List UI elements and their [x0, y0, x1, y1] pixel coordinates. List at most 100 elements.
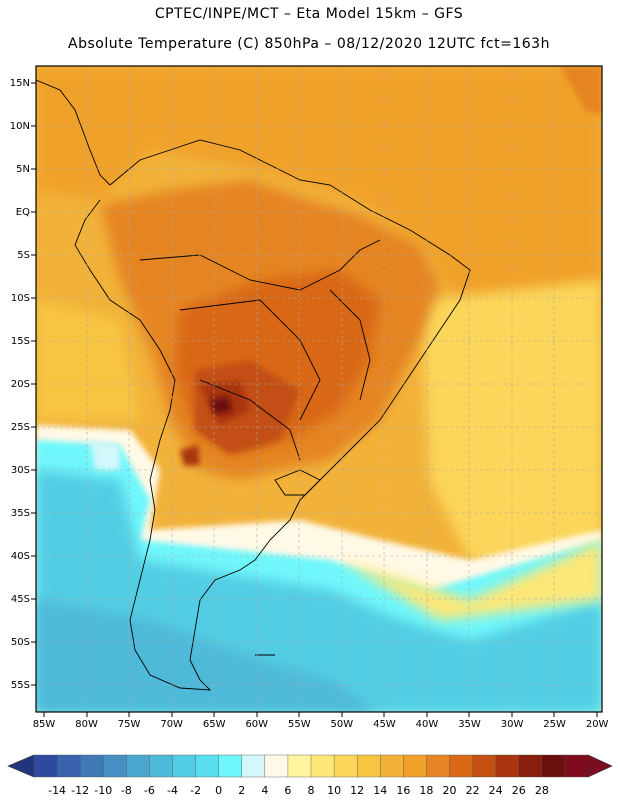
colorbar-swatch — [172, 754, 197, 778]
lat-label: 15N — [10, 78, 30, 89]
colorbar-label: 20 — [443, 784, 457, 797]
chart-title-line-2: Absolute Temperature (C) 850hPa – 08/12/… — [68, 36, 550, 52]
warm-belt-north — [36, 66, 602, 330]
lon-label: 45W — [373, 719, 396, 730]
atlantic-yellow — [420, 280, 602, 560]
colorbar-swatch — [126, 754, 150, 778]
colorbar-swatch — [333, 754, 358, 778]
colorbar-label: 2 — [238, 784, 245, 797]
lat-label: 50S — [11, 637, 30, 648]
map-frame — [35, 65, 603, 713]
atlantic-tongue — [340, 540, 602, 620]
colorbar-label: 0 — [215, 784, 222, 797]
colorbar-label: -14 — [48, 784, 66, 797]
colorbar-label: -2 — [190, 784, 201, 797]
lon-label: 65W — [203, 719, 226, 730]
colorbar-swatch — [33, 754, 58, 778]
colorbar-swatch — [356, 754, 381, 778]
colorbar-swatch — [541, 754, 566, 778]
temperature-field — [36, 66, 602, 712]
colorbar-label: -6 — [144, 784, 155, 797]
colorbar-label: -8 — [121, 784, 132, 797]
lon-label: 30W — [501, 719, 524, 730]
colorbar-label: 10 — [327, 784, 341, 797]
colorbar-swatch — [495, 754, 520, 778]
lat-label: 25S — [11, 422, 30, 433]
colorbar-swatch — [564, 754, 589, 778]
colorbar-labels: -14 -12 -10 -8 -6 -4 -2 0 2 4 6 8 10 12 14 16 18 20 22 24 26… — [48, 784, 549, 797]
patch-light — [90, 440, 120, 470]
border-2 — [179, 299, 321, 421]
lon-label: 40W — [416, 719, 439, 730]
colorbar-label: 18 — [419, 784, 433, 797]
colorbar-label: -4 — [167, 784, 178, 797]
hot-core-3 — [210, 396, 232, 414]
chart-title-line-1: CPTEC/INPE/MCT – Eta Model 15km – GFS — [154, 6, 464, 22]
colorbar-label: 28 — [535, 784, 549, 797]
colorbar-swatch — [472, 754, 497, 778]
lon-label: 60W — [245, 719, 268, 730]
lat-label: 10S — [11, 293, 30, 304]
colorbar-swatch — [195, 754, 220, 778]
colorbar-swatch — [79, 754, 104, 778]
warm-spot-ne — [560, 66, 602, 115]
colorbar-over-arrow — [587, 754, 613, 778]
colorbar-swatch — [449, 754, 474, 778]
cold-deep — [36, 600, 380, 712]
lon-label: 80W — [75, 719, 98, 730]
gridlines — [36, 66, 602, 712]
border-3 — [199, 379, 301, 461]
lat-label: 35S — [11, 508, 30, 519]
lat-label: 30S — [11, 465, 30, 476]
lat-label: 10N — [10, 121, 30, 132]
lon-label: 50W — [331, 719, 354, 730]
latitude-labels: 15N 10N 5N EQ 5S 10S 15S 20S 25S 30S 35S 40S 45S 50S 5… — [10, 78, 30, 691]
colorbar-label: 24 — [489, 784, 503, 797]
lon-label: 75W — [118, 719, 141, 730]
border-4 — [329, 289, 371, 401]
lat-label: 20S — [11, 379, 30, 390]
colorbar-swatch — [103, 754, 127, 778]
colorbar-label: -12 — [71, 784, 89, 797]
lon-label: 25W — [543, 719, 566, 730]
colorbar-label: 4 — [261, 784, 268, 797]
colorbar-swatch — [241, 754, 266, 778]
pacific-yellow — [36, 300, 140, 420]
longitude-labels: 85W 80W 75W 70W 65W 60W 55W 50W 45W 40W 35W 30W 25W 2… — [33, 719, 609, 730]
lat-label: 5N — [16, 164, 30, 175]
lat-label: 15S — [11, 336, 30, 347]
tick-marks — [31, 82, 598, 717]
lat-label: 5S — [17, 250, 30, 261]
colorbar-swatch — [310, 754, 335, 778]
lat-label: 40S — [11, 551, 30, 562]
uruguay-outline — [274, 469, 321, 496]
colorbar-swatch — [403, 754, 427, 778]
lon-label: 55W — [288, 719, 311, 730]
colorbar-label: 14 — [373, 784, 387, 797]
colorbar-swatch — [149, 754, 174, 778]
lat-label: 55S — [11, 680, 30, 691]
south-america-coast — [36, 79, 471, 691]
colorbar-swatch — [56, 754, 81, 778]
lat-label: 45S — [11, 594, 30, 605]
hot-spot-andes — [180, 445, 200, 466]
colorbar-under-arrow — [7, 754, 35, 778]
colorbar-label: 16 — [396, 784, 410, 797]
colorbar-label: 26 — [512, 784, 526, 797]
colorbar-swatch — [518, 754, 543, 778]
colorbar-label: 22 — [466, 784, 480, 797]
colorbar-swatch — [218, 754, 243, 778]
lon-label: 85W — [33, 719, 56, 730]
lat-label: EQ — [16, 207, 30, 218]
lon-label: 70W — [160, 719, 183, 730]
colorbar-label: 12 — [350, 784, 364, 797]
colorbar-label: -10 — [94, 784, 112, 797]
colorbar-swatch — [264, 754, 289, 778]
colorbar-label: 8 — [308, 784, 315, 797]
colorbar-swatch — [426, 754, 450, 778]
lon-label: 20W — [586, 719, 609, 730]
lon-label: 35W — [458, 719, 481, 730]
colorbar-swatch — [287, 754, 312, 778]
colorbar — [7, 754, 613, 778]
